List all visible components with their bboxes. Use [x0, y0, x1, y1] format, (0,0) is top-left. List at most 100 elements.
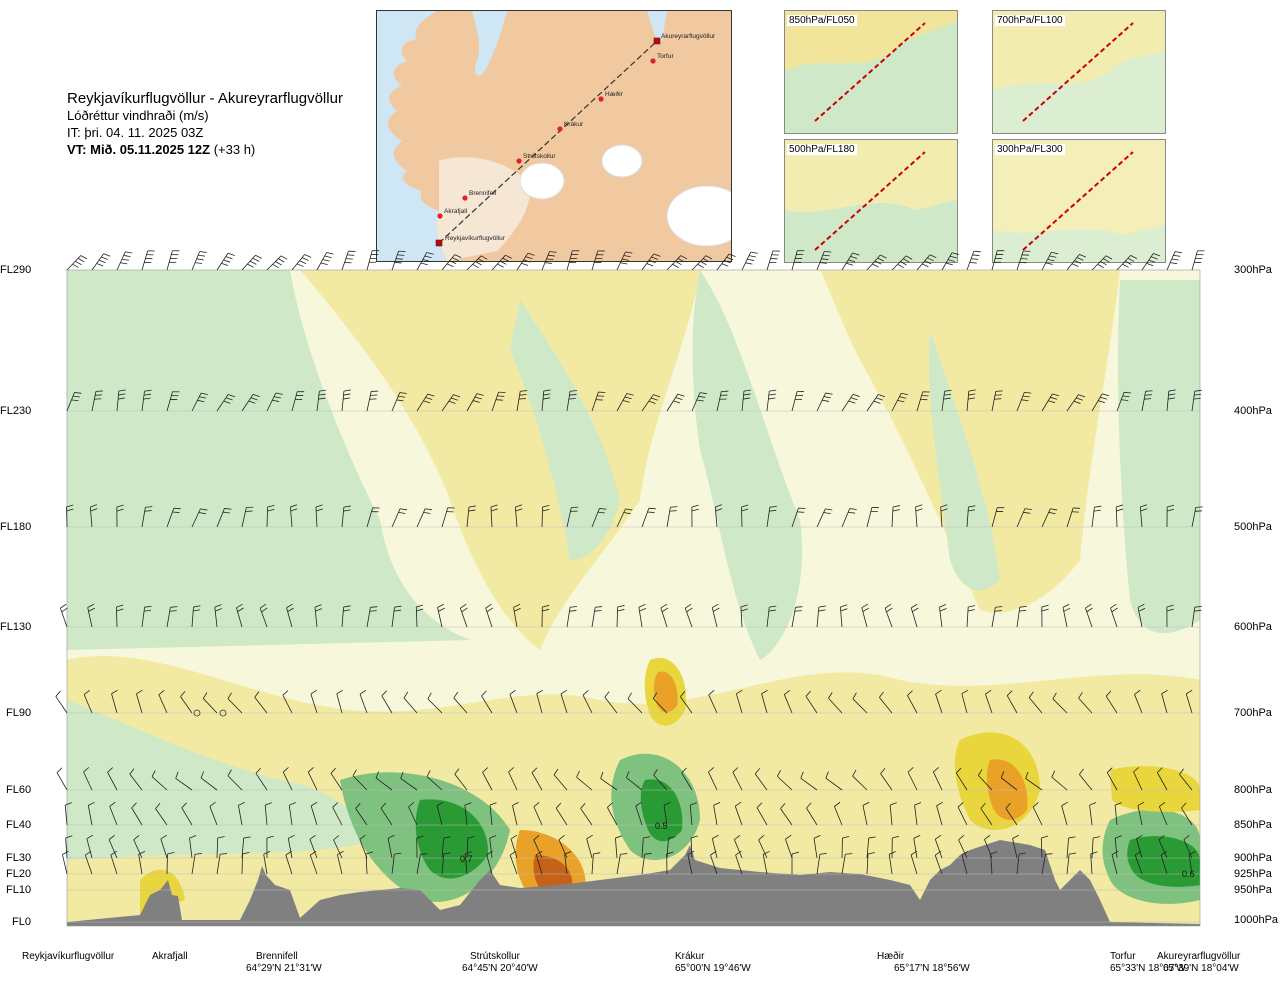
wind-barb-195 — [336, 689, 344, 714]
field-upper-down-center — [510, 300, 620, 560]
wind-barb-125 — [891, 505, 900, 528]
wind-barb-213 — [783, 689, 793, 714]
wind-barb-245 — [426, 770, 443, 791]
mini-map-850-route — [814, 22, 926, 122]
wind-barb-22 — [616, 251, 633, 271]
map-fjord-north — [647, 11, 667, 41]
wind-barb-298 — [607, 802, 618, 826]
route-point-label-1: Akrafjall — [444, 208, 468, 215]
wind-barb-397 — [791, 851, 799, 875]
wind-barb-277 — [87, 801, 95, 826]
mini-map-500-route — [814, 151, 926, 251]
wind-barb-51 — [191, 392, 208, 412]
wind-barb-118 — [714, 504, 723, 528]
wind-barb-308 — [862, 801, 870, 826]
wind-barb-393 — [687, 850, 695, 875]
wind-barb-259 — [777, 769, 793, 791]
wind-barb-313 — [980, 802, 993, 826]
wind-barb-103 — [341, 505, 351, 528]
map-fjord — [472, 11, 507, 76]
wind-barb-293 — [489, 802, 497, 826]
wind-barb-410 — [1111, 850, 1119, 875]
mini-map-850: 850hPa/FL050 — [784, 10, 958, 134]
wind-barb-282 — [209, 801, 218, 826]
wind-barb-34 — [916, 254, 937, 271]
wind-barb-229 — [1185, 689, 1193, 714]
pressure-label-500: 500hPa — [1234, 521, 1272, 533]
wind-barb-322 — [65, 835, 73, 859]
wind-barb-377 — [285, 850, 293, 875]
wind-barb-53 — [241, 393, 260, 412]
wind-barb-241 — [330, 767, 343, 791]
wind-barb-412 — [1160, 850, 1168, 875]
annotation-value-1: 0.5 — [655, 821, 668, 831]
route-point-2 — [462, 195, 468, 201]
wind-barb-331 — [287, 834, 295, 859]
wind-barb-278 — [109, 801, 118, 826]
wind-barb-98 — [216, 508, 232, 528]
wind-barb-19 — [541, 251, 557, 271]
wind-barb-317 — [1089, 802, 1097, 826]
mini-map-300: 300hPa/FL300 — [992, 139, 1166, 263]
pressure-label-900: 900hPa — [1234, 852, 1272, 864]
wind-barb-366 — [1158, 835, 1168, 859]
wind-barb-391 — [641, 852, 652, 875]
wind-barb-127 — [940, 504, 948, 528]
pressure-label-925: 925hPa — [1234, 868, 1272, 880]
route-point-label-3: Strútskollur — [523, 153, 556, 160]
wind-barb-130 — [1016, 508, 1032, 528]
wind-barb-399 — [841, 853, 853, 875]
wind-barb-408 — [1066, 852, 1077, 875]
wind-barb-45 — [1191, 250, 1205, 271]
wind-barb-16 — [466, 255, 488, 271]
wind-barb-239 — [282, 767, 293, 791]
wind-barb-403 — [934, 850, 943, 875]
wind-barb-258 — [754, 768, 768, 791]
wind-barb-56 — [316, 389, 327, 412]
wind-barb-365 — [1136, 834, 1143, 859]
calm-circle-1 — [219, 709, 227, 717]
wind-barb-13 — [391, 250, 406, 271]
field-lower-strong-down-krakur — [640, 779, 683, 842]
wind-barb-59 — [391, 392, 407, 412]
wind-barb-307 — [834, 801, 843, 826]
wind-barb-306 — [806, 802, 818, 826]
wind-barb-254 — [653, 769, 668, 791]
wind-barb-206 — [604, 691, 618, 714]
wind-barb-142 — [166, 606, 178, 628]
wind-barb-146 — [259, 603, 268, 628]
wind-barb-3 — [141, 250, 155, 271]
fl-label-10: FL10 — [6, 884, 32, 896]
wind-barb-113 — [591, 508, 607, 528]
wind-barb-0 — [66, 255, 88, 271]
wind-barb-276 — [64, 802, 72, 826]
wind-barb-8 — [266, 255, 288, 271]
wind-barb-135 — [1139, 504, 1148, 528]
wind-barb-312 — [957, 802, 968, 826]
wind-barb-18 — [516, 252, 535, 271]
wind-barb-290 — [408, 802, 418, 826]
location-brennifell-coord: 64°29'N 21°31'W — [246, 963, 322, 974]
wind-barb-284 — [264, 802, 272, 826]
mini-map-500-svg — [785, 140, 957, 262]
wind-barb-90 — [1166, 389, 1176, 412]
wind-barb-319 — [1137, 801, 1145, 826]
valid-time-offset: (+33 h) — [213, 142, 256, 157]
wind-barb-266 — [956, 767, 968, 791]
wind-barb-6 — [216, 252, 235, 271]
wind-barb-40 — [1066, 253, 1087, 271]
route-point-label-5: Hæðir — [605, 90, 624, 98]
wind-barb-131 — [1041, 508, 1058, 528]
wind-barb-156 — [513, 603, 521, 628]
route-point-3 — [516, 158, 522, 164]
wind-barb-76 — [816, 392, 833, 412]
pressure-label-850: 850hPa — [1234, 819, 1272, 831]
wind-barb-126 — [915, 504, 923, 528]
wind-barb-311 — [936, 801, 943, 826]
mini-map-300-svg — [993, 140, 1165, 262]
wind-barb-261 — [825, 771, 843, 791]
wind-barb-272 — [1106, 767, 1118, 791]
wind-barb-332 — [309, 834, 318, 859]
wind-barb-80 — [916, 391, 930, 412]
